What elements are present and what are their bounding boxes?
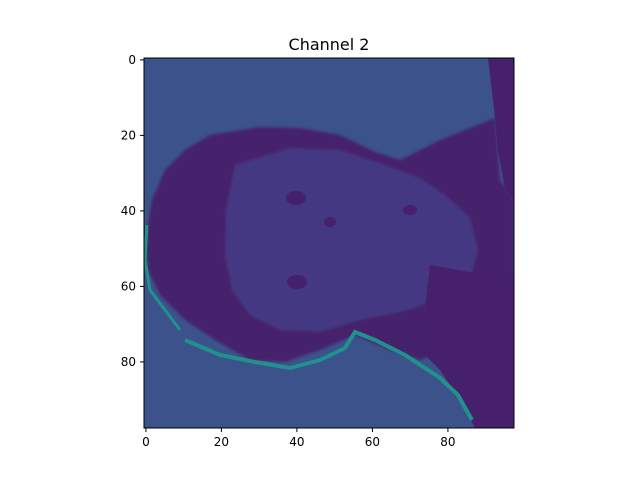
- x-tick-label: 40: [289, 435, 304, 449]
- x-tick-label: 80: [440, 435, 455, 449]
- chart-title: Channel 2: [289, 35, 370, 54]
- y-tick-label: 60: [121, 279, 136, 293]
- heatmap-mouth-shadow: [324, 217, 336, 227]
- heatmap-nostril: [403, 205, 417, 215]
- y-tick-label: 80: [121, 355, 136, 369]
- y-tick-label: 0: [128, 53, 136, 67]
- axes-frame: [143, 57, 515, 429]
- x-tick-label: 20: [214, 435, 229, 449]
- heatmap-eye-lower: [287, 275, 307, 289]
- heatmap-eye-upper: [286, 191, 306, 205]
- heatmap-top-right-strip: [488, 58, 514, 200]
- heatmap-image: [144, 58, 514, 428]
- x-tick-label: 60: [365, 435, 380, 449]
- heatmap-left-edge-highlight: [144, 224, 182, 331]
- heatmap-shoulder-region: [420, 265, 514, 428]
- y-axis-ticks: 0 20 40 60 80: [121, 53, 144, 369]
- heatmap-bottom-edge-highlight: [184, 329, 474, 421]
- x-axis-ticks: 0 20 40 60 80: [142, 428, 456, 449]
- x-tick-label: 0: [142, 435, 150, 449]
- y-tick-label: 40: [121, 204, 136, 218]
- y-tick-label: 20: [121, 128, 136, 142]
